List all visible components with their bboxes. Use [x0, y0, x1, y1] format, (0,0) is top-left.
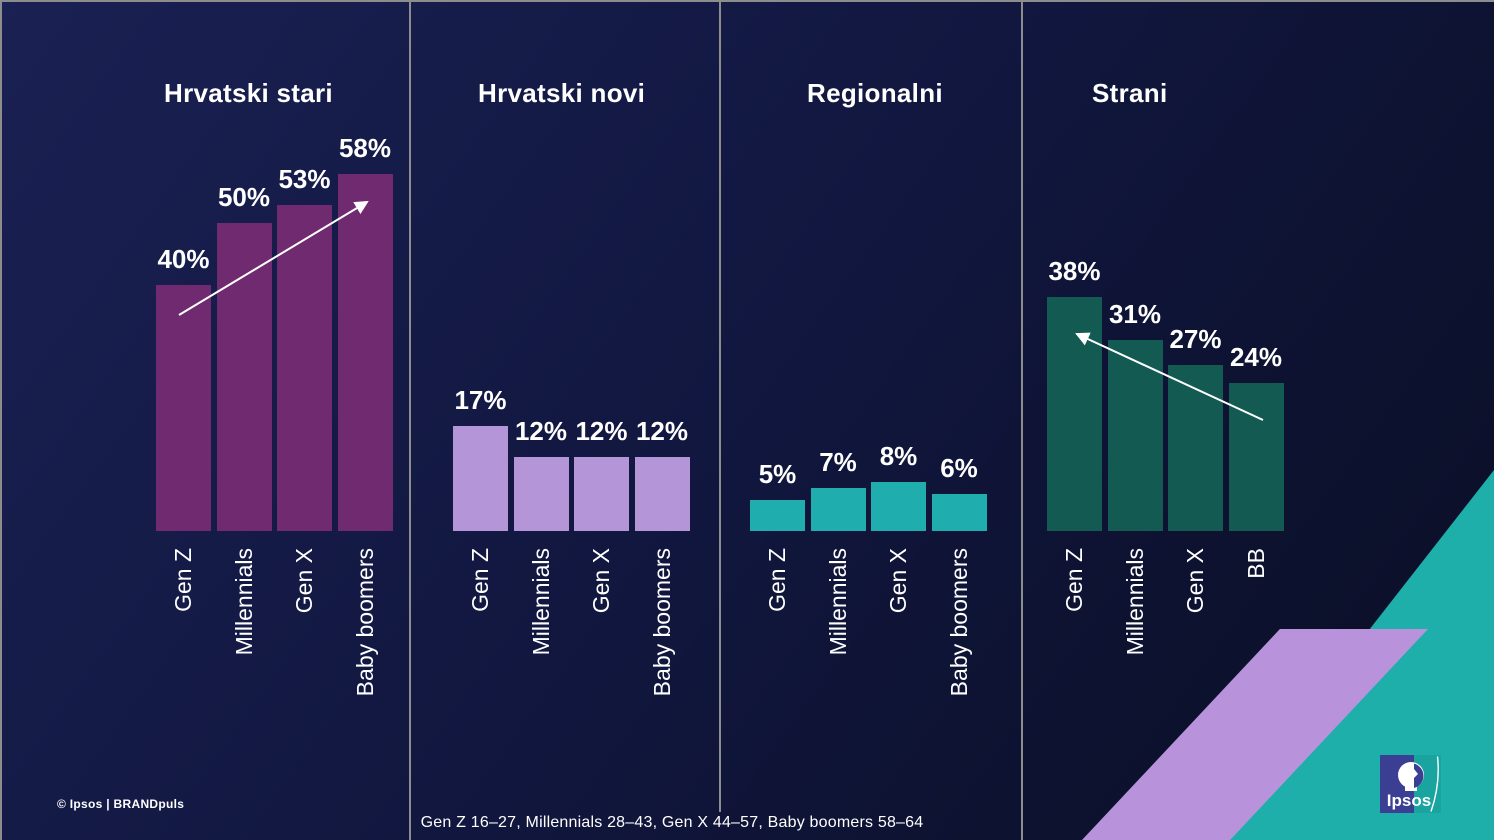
bar	[1047, 297, 1102, 531]
bar-value-label: 6%	[940, 453, 978, 483]
bar-value-label: 31%	[1108, 299, 1162, 329]
ipsos-logo: Ipsos	[1380, 755, 1441, 813]
bar-value-label: 12%	[575, 416, 628, 446]
bar-value-label: 12%	[514, 416, 568, 446]
bar-value-label: 12%	[635, 416, 689, 446]
bar	[277, 205, 332, 531]
bar	[574, 457, 629, 531]
bar-value-label: 53%	[278, 164, 331, 194]
bar	[513, 457, 569, 531]
bar-category-label: Millennials	[1121, 548, 1148, 656]
bar-category-label: Millennials	[824, 548, 851, 656]
bar-category-label: Gen Z	[1061, 548, 1087, 612]
bar	[810, 488, 866, 531]
panel-divider-2	[719, 0, 721, 812]
bar	[1228, 383, 1284, 531]
bar-category-label: Baby boomers	[351, 548, 378, 697]
ipsos-logo-text: Ipsos	[1387, 791, 1431, 810]
panel-title: Hrvatski stari	[164, 78, 333, 108]
bar	[931, 494, 987, 531]
bar	[1168, 365, 1223, 531]
bar-category-label: Gen X	[588, 548, 614, 614]
bar-category-label: Gen X	[1182, 548, 1208, 614]
bar-value-label: 24%	[1229, 342, 1283, 372]
bar	[871, 482, 926, 531]
bar-category-label: BB	[1242, 548, 1269, 579]
bar-value-label: 7%	[819, 447, 857, 477]
bar-category-label: Millennials	[230, 548, 257, 656]
bar-category-label: Gen X	[291, 548, 317, 614]
bar	[1107, 340, 1163, 531]
bar-value-label: 5%	[758, 459, 797, 489]
panel-title: Hrvatski novi	[478, 78, 646, 108]
bar	[634, 457, 690, 531]
bar-category-label: Baby boomers	[945, 548, 972, 697]
bar-category-label: Gen Z	[170, 548, 196, 612]
bar-value-label: 38%	[1048, 256, 1101, 286]
bar-value-label: 27%	[1169, 324, 1222, 354]
bar-category-label: Gen Z	[764, 548, 790, 612]
bar-category-label: Millennials	[527, 548, 554, 656]
bar	[750, 500, 805, 531]
bar-value-label: 40%	[157, 244, 210, 274]
panel-divider-3	[1021, 0, 1023, 840]
ipsos-logo-curl	[1430, 756, 1439, 812]
ipsos-logo-head-icon	[1398, 762, 1424, 791]
bar-category-label: Baby boomers	[648, 548, 675, 697]
bar-value-label: 58%	[338, 133, 392, 163]
bar	[337, 174, 393, 531]
panel-title: Strani	[1092, 78, 1168, 108]
bar	[453, 426, 508, 531]
bar	[156, 285, 211, 531]
bar-value-label: 8%	[879, 441, 918, 471]
bar-value-label: 17%	[454, 385, 507, 415]
bar-category-label: Gen Z	[467, 548, 493, 612]
panel-title: Regionalni	[807, 78, 943, 108]
copyright-note: © Ipsos | BRANDpuls	[57, 797, 185, 811]
bar	[216, 223, 272, 531]
bar-category-label: Gen X	[885, 548, 911, 614]
bar-value-label: 50%	[217, 182, 271, 212]
panel-divider-1	[409, 0, 411, 840]
generation-age-legend: Gen Z 16–27, Millennials 28–43, Gen X 44…	[420, 814, 924, 831]
